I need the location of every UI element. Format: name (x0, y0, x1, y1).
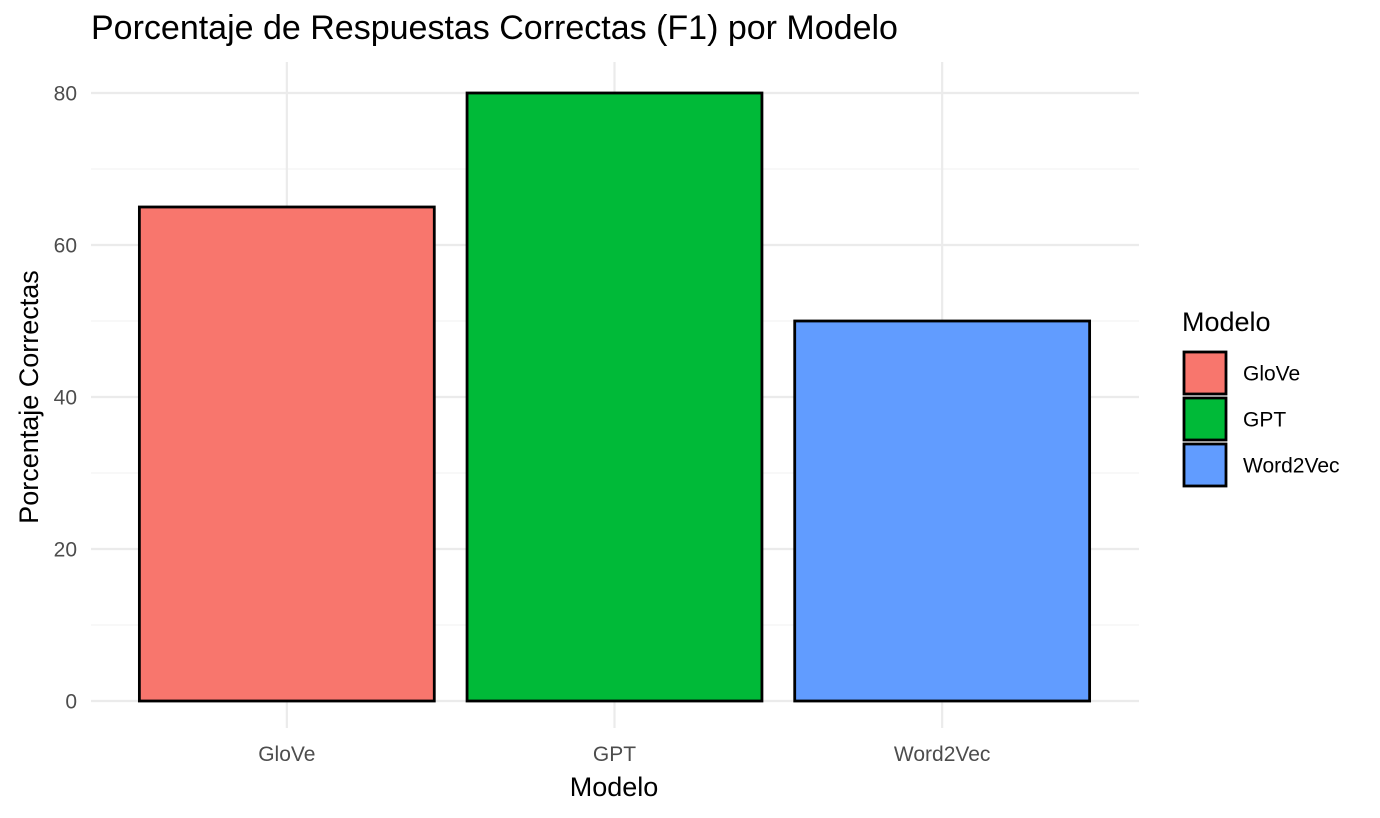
legend-key-word2vec (1182, 442, 1228, 488)
x-axis-tick-labels: GloVe GPT Word2Vec (258, 743, 990, 766)
y-axis-tick-labels: 0 20 40 60 80 (54, 83, 77, 714)
bar-gpt (465, 91, 764, 703)
legend-items: GloVe GPT Word2Vec (1182, 350, 1340, 488)
x-tick-label: GPT (593, 743, 636, 766)
y-axis-title: Porcentaje Correctas (14, 270, 44, 524)
bar-glove (137, 205, 436, 703)
chart-title: Porcentaje de Respuestas Correctas (F1) … (91, 9, 898, 47)
legend-key-glove (1182, 350, 1228, 396)
y-tick-label: 80 (54, 83, 77, 106)
bar-word2vec (793, 319, 1092, 703)
legend-label-glove: GloVe (1243, 363, 1300, 386)
x-tick-label: Word2Vec (894, 743, 991, 766)
legend: Modelo GloVe GPT Word2Vec (1182, 307, 1340, 488)
y-tick-label: 60 (54, 235, 77, 258)
bars (137, 91, 1092, 703)
y-tick-label: 40 (54, 387, 77, 410)
legend-key-gpt (1182, 396, 1228, 442)
x-axis-title: Modelo (570, 772, 659, 802)
y-tick-label: 0 (65, 691, 77, 714)
x-tick-label: GloVe (258, 743, 315, 766)
legend-label-word2vec: Word2Vec (1243, 455, 1340, 478)
y-tick-label: 20 (54, 539, 77, 562)
legend-label-gpt: GPT (1243, 409, 1286, 432)
legend-title: Modelo (1182, 307, 1271, 337)
